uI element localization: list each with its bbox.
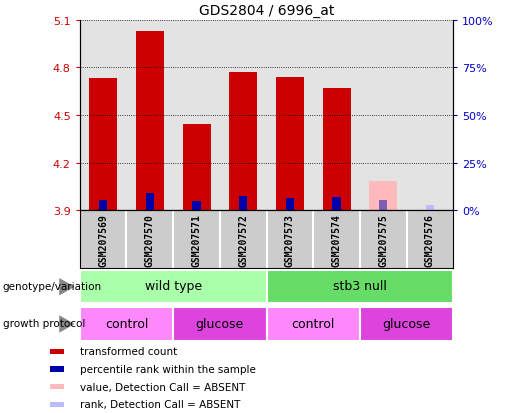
Text: GSM207574: GSM207574 <box>332 213 341 266</box>
Text: GSM207575: GSM207575 <box>378 213 388 266</box>
Bar <box>426 205 434 211</box>
Bar <box>332 198 341 211</box>
Bar <box>80 21 127 211</box>
Text: control: control <box>291 317 335 330</box>
Bar <box>267 271 453 304</box>
Bar <box>80 271 267 304</box>
Text: transformed count: transformed count <box>80 347 178 356</box>
Polygon shape <box>59 316 75 333</box>
Text: GSM207569: GSM207569 <box>98 213 108 266</box>
Bar <box>182 125 211 211</box>
Bar <box>173 21 220 211</box>
Bar <box>406 21 453 211</box>
Bar <box>313 21 360 211</box>
Bar <box>50 349 64 354</box>
Text: percentile rank within the sample: percentile rank within the sample <box>80 364 256 374</box>
Bar <box>267 21 313 211</box>
Bar <box>80 307 173 341</box>
Text: GSM207570: GSM207570 <box>145 213 155 266</box>
Text: GSM207572: GSM207572 <box>238 213 248 266</box>
Bar <box>173 307 267 341</box>
Bar <box>146 193 154 211</box>
Text: GSM207576: GSM207576 <box>425 213 435 266</box>
Text: growth protocol: growth protocol <box>3 318 85 328</box>
Bar <box>239 196 247 211</box>
Text: value, Detection Call = ABSENT: value, Detection Call = ABSENT <box>80 382 246 392</box>
Bar <box>276 78 304 211</box>
Bar <box>50 367 64 372</box>
Text: control: control <box>105 317 148 330</box>
Bar <box>286 199 294 211</box>
Text: glucose: glucose <box>383 317 431 330</box>
Bar <box>322 89 351 211</box>
Bar <box>369 181 397 211</box>
Bar <box>360 21 406 211</box>
Text: rank, Detection Call = ABSENT: rank, Detection Call = ABSENT <box>80 399 241 409</box>
Bar <box>192 201 201 211</box>
Bar <box>360 307 453 341</box>
Bar <box>99 200 107 211</box>
Text: genotype/variation: genotype/variation <box>3 281 101 291</box>
Bar <box>267 307 360 341</box>
Bar <box>220 21 267 211</box>
Bar <box>229 73 257 211</box>
Bar <box>89 79 117 211</box>
Text: GSM207573: GSM207573 <box>285 213 295 266</box>
Text: stb3 null: stb3 null <box>333 280 387 293</box>
Bar <box>379 200 387 211</box>
Bar <box>127 21 173 211</box>
Bar <box>136 32 164 211</box>
Text: GSM207571: GSM207571 <box>192 213 201 266</box>
Title: GDS2804 / 6996_at: GDS2804 / 6996_at <box>199 4 334 18</box>
Bar <box>50 402 64 407</box>
Text: glucose: glucose <box>196 317 244 330</box>
Text: wild type: wild type <box>145 280 202 293</box>
Polygon shape <box>59 278 75 296</box>
Bar <box>50 384 64 389</box>
